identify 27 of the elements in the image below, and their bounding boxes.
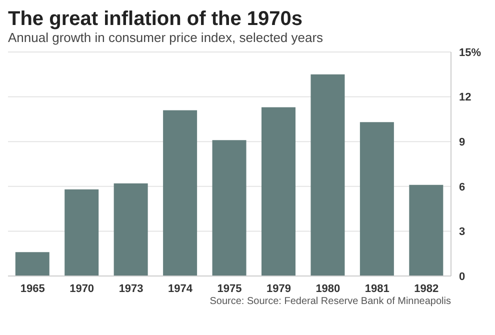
y-tick-label: 6	[459, 181, 466, 194]
bar	[15, 252, 50, 276]
y-tick-label: 0	[459, 270, 466, 283]
x-tick-label: 1981	[364, 282, 390, 295]
x-tick-label: 1973	[118, 282, 144, 295]
chart-subtitle: Annual growth in consumer price index, selected years	[8, 30, 324, 46]
x-tick-label: 1979	[266, 282, 291, 295]
chart-title: The great inflation of the 1970s	[8, 8, 304, 30]
y-tick-label: 12	[459, 92, 472, 104]
source-note: Source: Source: Federal Reserve Bank of Minneapolis	[208, 296, 452, 307]
bar	[163, 110, 198, 276]
x-tick-label: 1982	[414, 282, 439, 295]
x-tick-label: 1974	[168, 282, 194, 295]
x-tick-label: 1975	[217, 282, 242, 295]
bar	[212, 140, 246, 276]
y-tick-label: 9	[459, 136, 466, 149]
x-tick-label: 1970	[70, 282, 94, 295]
y-tick-label: 15%	[459, 46, 482, 59]
bar	[310, 74, 345, 276]
bar	[114, 183, 148, 276]
x-tick-label: 1965	[20, 282, 45, 295]
y-tick-label: 3	[459, 226, 466, 238]
x-tick-label: 1980	[316, 282, 340, 295]
bar	[360, 122, 394, 276]
bar	[261, 107, 296, 276]
bar	[409, 184, 444, 276]
bar	[64, 189, 99, 276]
